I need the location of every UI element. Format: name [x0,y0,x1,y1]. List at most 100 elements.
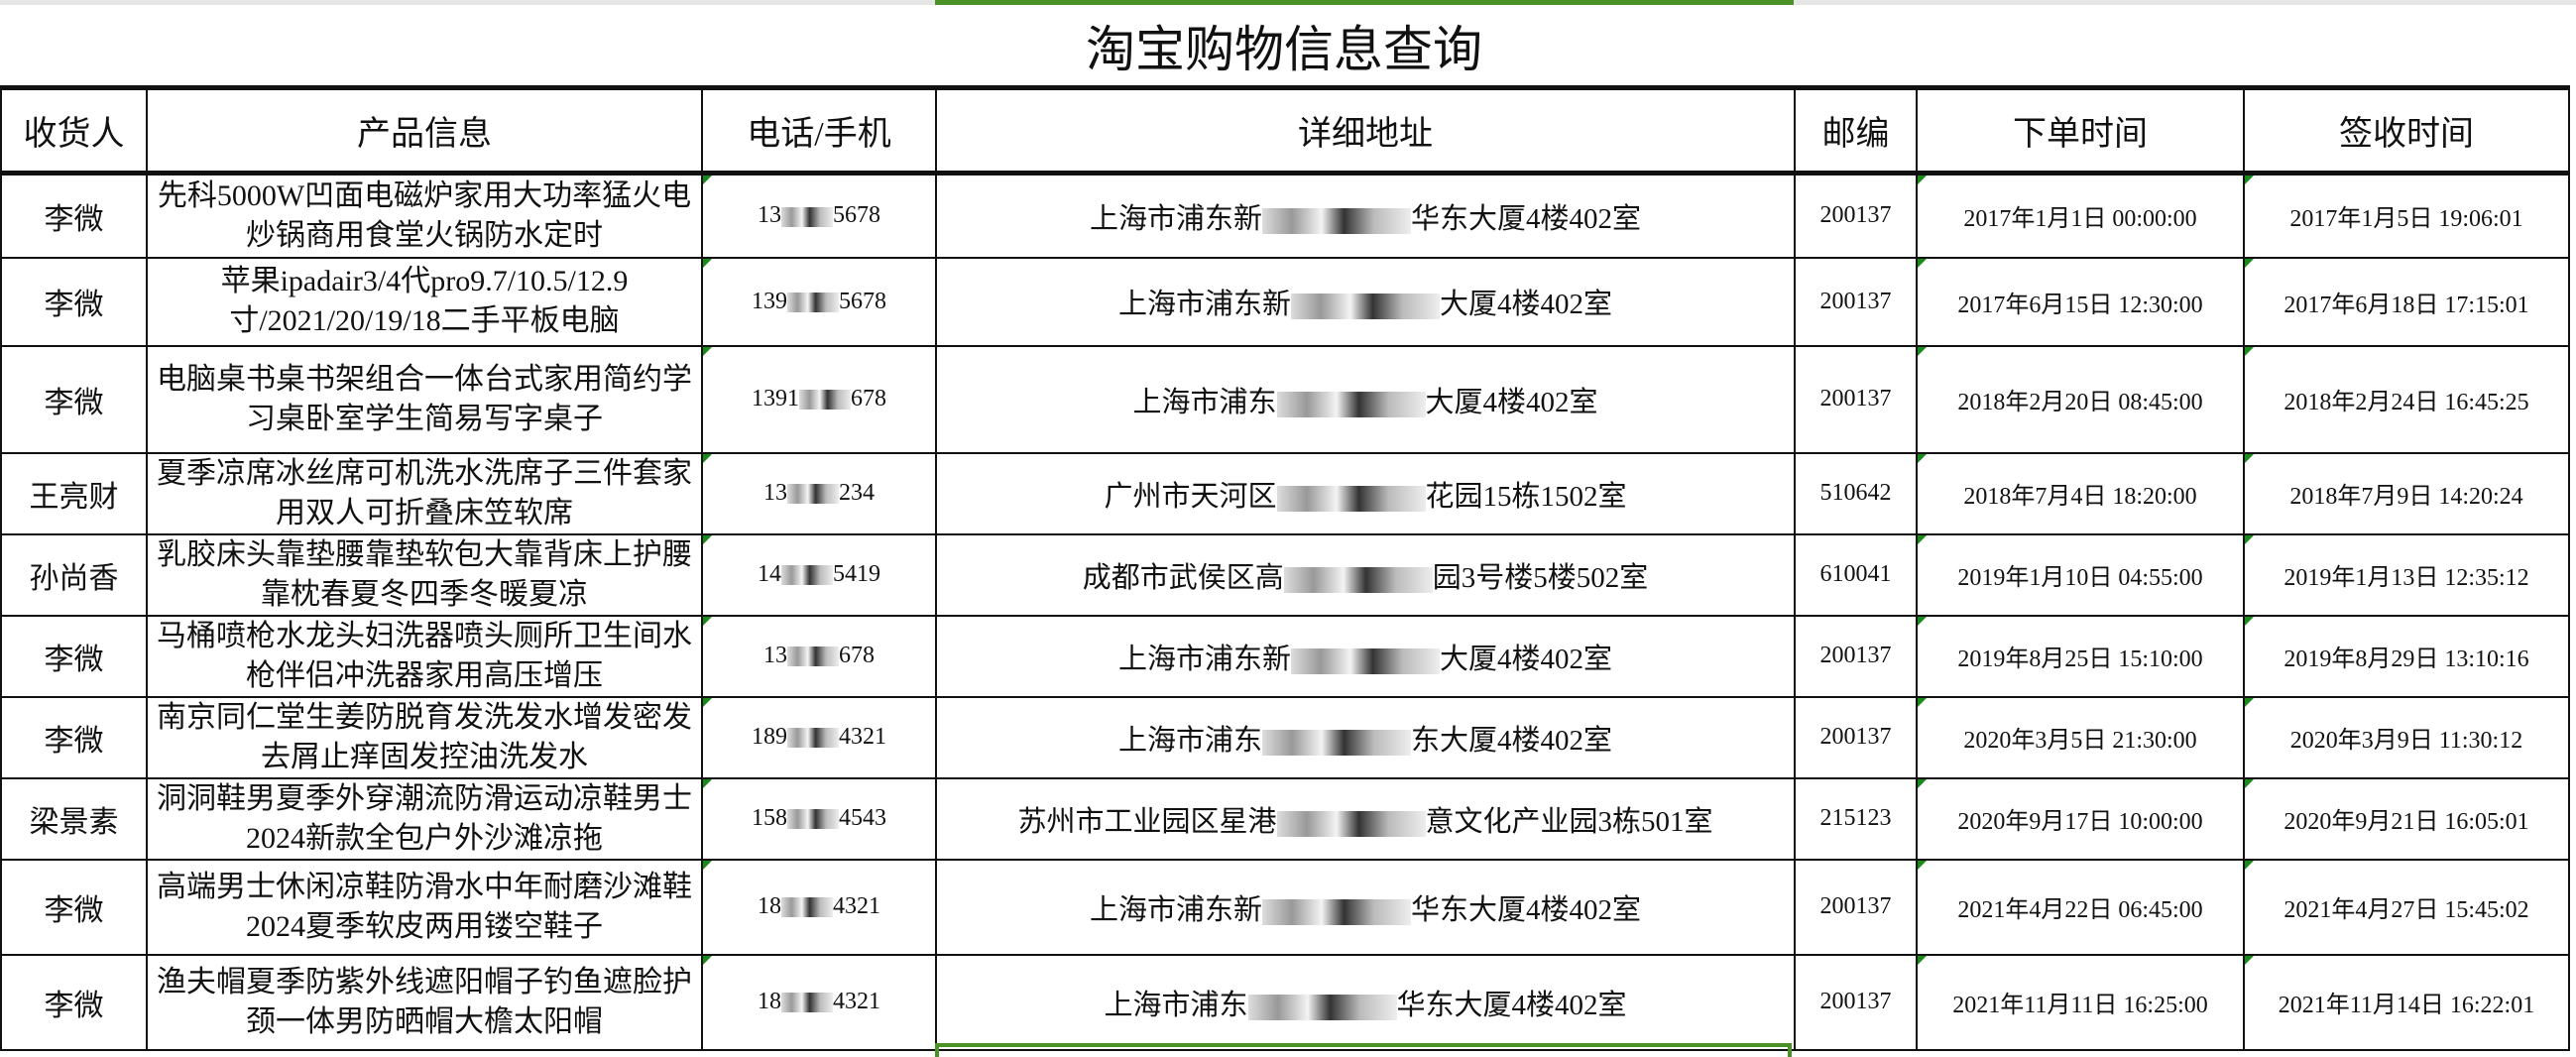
address-prefix: 上海市浦东新 [1117,289,1291,320]
order-time-cell[interactable]: 2017年6月15日 12:30:00 [1916,256,2245,347]
table-row: 孙尚香 乳胶床头靠垫腰靠垫软包大靠背床上护腰靠枕春夏冬四季冬暖夏凉 14 5419 成都… [0,532,2570,617]
sign-time-cell[interactable]: 2021年11月14日 16:22:01 [2243,953,2570,1051]
phone-cell[interactable]: 13 678 [701,614,937,698]
product-cell[interactable]: 夏季凉席冰丝席可机洗水洗席子三件套家用双人可折叠床笠软席 [146,451,703,535]
redaction-mask [787,728,839,749]
sign-time-cell[interactable]: 2017年1月5日 19:06:01 [2243,172,2570,259]
header-recipient[interactable]: 收货人 [0,85,148,176]
zip-cell[interactable]: 215123 [1794,776,1918,861]
recipient-cell[interactable]: 李微 [0,344,148,454]
phone-cell[interactable]: 14 5419 [701,532,937,617]
order-time-cell[interactable]: 2020年3月5日 21:30:00 [1916,695,2245,779]
header-phone[interactable]: 电话/手机 [701,85,937,176]
phone-suffix: 4321 [833,989,880,1014]
sheet-title[interactable]: 淘宝购物信息查询 [1086,21,1482,77]
address-cell[interactable]: 成都市武侯区高 园3号楼5楼502室 [935,532,1796,617]
sign-time-cell[interactable]: 2020年3月9日 11:30:12 [2243,695,2570,779]
product-cell[interactable]: 马桶喷枪水龙头妇洗器喷头厕所卫生间水枪伴侣冲洗器家用高压增压 [146,614,703,698]
address-cell[interactable]: 上海市浦东 东大厦4楼402室 [935,695,1796,779]
address-cell[interactable]: 上海市浦东 华东大厦4楼402室 [935,953,1796,1051]
phone-cell[interactable]: 158 4543 [701,776,937,861]
address-cell[interactable]: 上海市浦东新 大厦4楼402室 [935,614,1796,698]
address-cell[interactable]: 上海市浦东新 大厦4楼402室 [935,256,1796,347]
redaction-mask [1276,485,1426,512]
product-cell[interactable]: 电脑桌书桌书架组合一体台式家用简约学习桌卧室学生简易写字桌子 [146,344,703,454]
phone-cell[interactable]: 13 234 [701,451,937,535]
zip-cell[interactable]: 200137 [1794,953,1918,1051]
phone-cell[interactable]: 18 4321 [701,953,937,1051]
sign-time-cell[interactable]: 2018年7月9日 14:20:24 [2243,451,2570,535]
product-cell[interactable]: 高端男士休闲凉鞋防滑水中年耐磨沙滩鞋2024夏季软皮两用镂空鞋子 [146,858,703,956]
phone-prefix: 13 [763,643,787,668]
order-time-cell[interactable]: 2020年9月17日 10:00:00 [1916,776,2245,861]
header-product[interactable]: 产品信息 [146,85,703,176]
phone-cell[interactable]: 139 5678 [701,256,937,347]
order-time-cell[interactable]: 2018年2月20日 08:45:00 [1916,344,2245,454]
recipient-cell[interactable]: 李微 [0,172,148,259]
sign-time-cell[interactable]: 2019年1月13日 12:35:12 [2243,532,2570,617]
phone-prefix: 18 [758,893,781,919]
phone-cell[interactable]: 189 4321 [701,695,937,779]
recipient-cell[interactable]: 李微 [0,695,148,779]
address-cell[interactable]: 苏州市工业园区星港 意文化产业园3栋501室 [935,776,1796,861]
address-prefix: 上海市浦东新 [1089,893,1262,926]
order-time-cell[interactable]: 2021年11月11日 16:25:00 [1916,953,2245,1051]
zip-cell[interactable]: 200137 [1794,858,1918,956]
phone-cell[interactable]: 18 4321 [701,858,937,956]
recipient-cell[interactable]: 梁景素 [0,776,148,861]
recipient-cell[interactable]: 李微 [0,614,148,698]
zip-cell[interactable]: 200137 [1794,256,1918,347]
phone-cell[interactable]: 13 5678 [701,172,937,259]
product-cell[interactable]: 先科5000W凹面电磁炉家用大功率猛火电炒锅商用食堂火锅防水定时 [146,172,703,259]
recipient-cell[interactable]: 李微 [0,953,148,1051]
column-header-strip[interactable] [0,0,2576,5]
product-cell[interactable]: 洞洞鞋男夏季外穿潮流防滑运动凉鞋男士2024新款全包户外沙滩凉拖 [146,776,703,861]
order-time-cell[interactable]: 2019年1月10日 04:55:00 [1916,532,2245,617]
zip-cell[interactable]: 200137 [1794,172,1918,259]
address-suffix: 华东大厦4楼402室 [1411,893,1642,926]
recipient-cell[interactable]: 李微 [0,858,148,956]
address-cell[interactable]: 上海市浦东 大厦4楼402室 [935,344,1796,454]
header-order-time[interactable]: 下单时间 [1916,85,2245,176]
zip-cell[interactable]: 200137 [1794,344,1918,454]
selected-cell[interactable] [935,1043,1792,1057]
product-cell[interactable]: 南京同仁堂生姜防脱育发洗发水增发密发去屑止痒固发控油洗发水 [146,695,703,779]
order-time-cell[interactable]: 2017年1月1日 00:00:00 [1916,172,2245,259]
header-zip[interactable]: 邮编 [1794,85,1918,176]
product-cell[interactable]: 渔夫帽夏季防紫外线遮阳帽子钓鱼遮脸护颈一体男防晒帽大檐太阳帽 [146,953,703,1051]
sign-time-cell[interactable]: 2021年4月27日 15:45:02 [2243,858,2570,956]
recipient-cell[interactable]: 孙尚香 [0,532,148,617]
zip-cell[interactable]: 510642 [1794,451,1918,535]
zip-cell[interactable]: 200137 [1794,695,1918,779]
table-row: 李微 苹果ipadair3/4代pro9.7/10.5/12.9寸/2021/20… [0,256,2570,347]
order-time-cell[interactable]: 2018年7月4日 18:20:00 [1916,451,2245,535]
zip-cell[interactable]: 610041 [1794,532,1918,617]
address-suffix: 大厦4楼402室 [1425,386,1598,418]
phone-prefix: 158 [752,805,787,831]
phone-cell[interactable]: 1391 678 [701,344,937,454]
header-address[interactable]: 详细地址 [935,85,1796,176]
address-cell[interactable]: 上海市浦东新 华东大厦4楼402室 [935,172,1796,259]
zip-cell[interactable]: 200137 [1794,614,1918,698]
recipient-cell[interactable]: 李微 [0,256,148,347]
address-suffix: 东大厦4楼402室 [1411,724,1613,757]
address-cell[interactable]: 上海市浦东新 华东大厦4楼402室 [935,858,1796,956]
product-cell[interactable]: 乳胶床头靠垫腰靠垫软包大靠背床上护腰靠枕春夏冬四季冬暖夏凉 [146,532,703,617]
address-prefix: 成都市武侯区高 [1082,561,1284,594]
order-time-cell[interactable]: 2019年8月25日 15:10:00 [1916,614,2245,698]
sign-time-cell[interactable]: 2019年8月29日 13:10:16 [2243,614,2570,698]
address-cell[interactable]: 广州市天河区 花园15栋1502室 [935,451,1796,535]
sign-time-cell[interactable]: 2018年2月24日 16:45:25 [2243,344,2570,454]
sign-time-cell[interactable]: 2017年6月18日 17:15:01 [2243,256,2570,347]
address-suffix: 大厦4楼402室 [1440,289,1613,320]
table-row: 李微 渔夫帽夏季防紫外线遮阳帽子钓鱼遮脸护颈一体男防晒帽大檐太阳帽 18 4321 上海… [0,953,2570,1051]
sign-time-cell[interactable]: 2020年9月21日 16:05:01 [2243,776,2570,861]
order-time-cell[interactable]: 2021年4月22日 06:45:00 [1916,858,2245,956]
redaction-mask [799,390,851,411]
phone-prefix: 14 [758,561,781,587]
table-row: 李微 南京同仁堂生姜防脱育发洗发水增发密发去屑止痒固发控油洗发水 189 4321 上海… [0,695,2570,779]
header-sign-time[interactable]: 签收时间 [2243,85,2570,176]
recipient-cell[interactable]: 王亮财 [0,451,148,535]
phone-suffix: 5678 [839,288,886,314]
product-cell[interactable]: 苹果ipadair3/4代pro9.7/10.5/12.9寸/2021/20/1… [146,256,703,347]
